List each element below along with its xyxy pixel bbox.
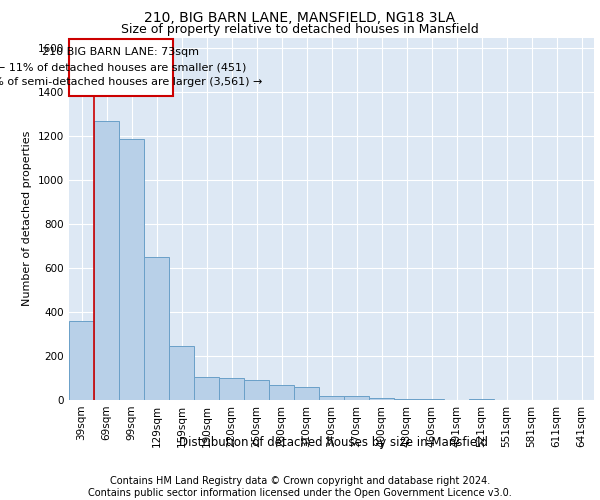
Text: Size of property relative to detached houses in Mansfield: Size of property relative to detached ho… xyxy=(121,22,479,36)
Bar xyxy=(219,378,244,400)
Y-axis label: Number of detached properties: Number of detached properties xyxy=(22,131,32,306)
Bar xyxy=(244,380,269,400)
Bar xyxy=(94,121,119,400)
Bar xyxy=(319,396,344,400)
Text: 210, BIG BARN LANE, MANSFIELD, NG18 3LA: 210, BIG BARN LANE, MANSFIELD, NG18 3LA xyxy=(145,11,455,25)
Bar xyxy=(69,321,94,400)
Text: 210 BIG BARN LANE: 73sqm
← 11% of detached houses are smaller (451)
88% of semi-: 210 BIG BARN LANE: 73sqm ← 11% of detach… xyxy=(0,48,263,87)
Text: Distribution of detached houses by size in Mansfield: Distribution of detached houses by size … xyxy=(179,436,488,449)
FancyBboxPatch shape xyxy=(69,38,173,96)
Bar xyxy=(119,138,144,400)
Bar xyxy=(344,396,369,400)
Bar xyxy=(394,399,419,400)
Text: Contains HM Land Registry data © Crown copyright and database right 2024.
Contai: Contains HM Land Registry data © Crown c… xyxy=(88,476,512,498)
Bar xyxy=(194,377,219,400)
Bar xyxy=(169,346,194,400)
Bar xyxy=(469,399,494,400)
Bar xyxy=(369,398,394,400)
Bar xyxy=(294,387,319,400)
Bar xyxy=(269,384,294,400)
Bar xyxy=(144,257,169,400)
